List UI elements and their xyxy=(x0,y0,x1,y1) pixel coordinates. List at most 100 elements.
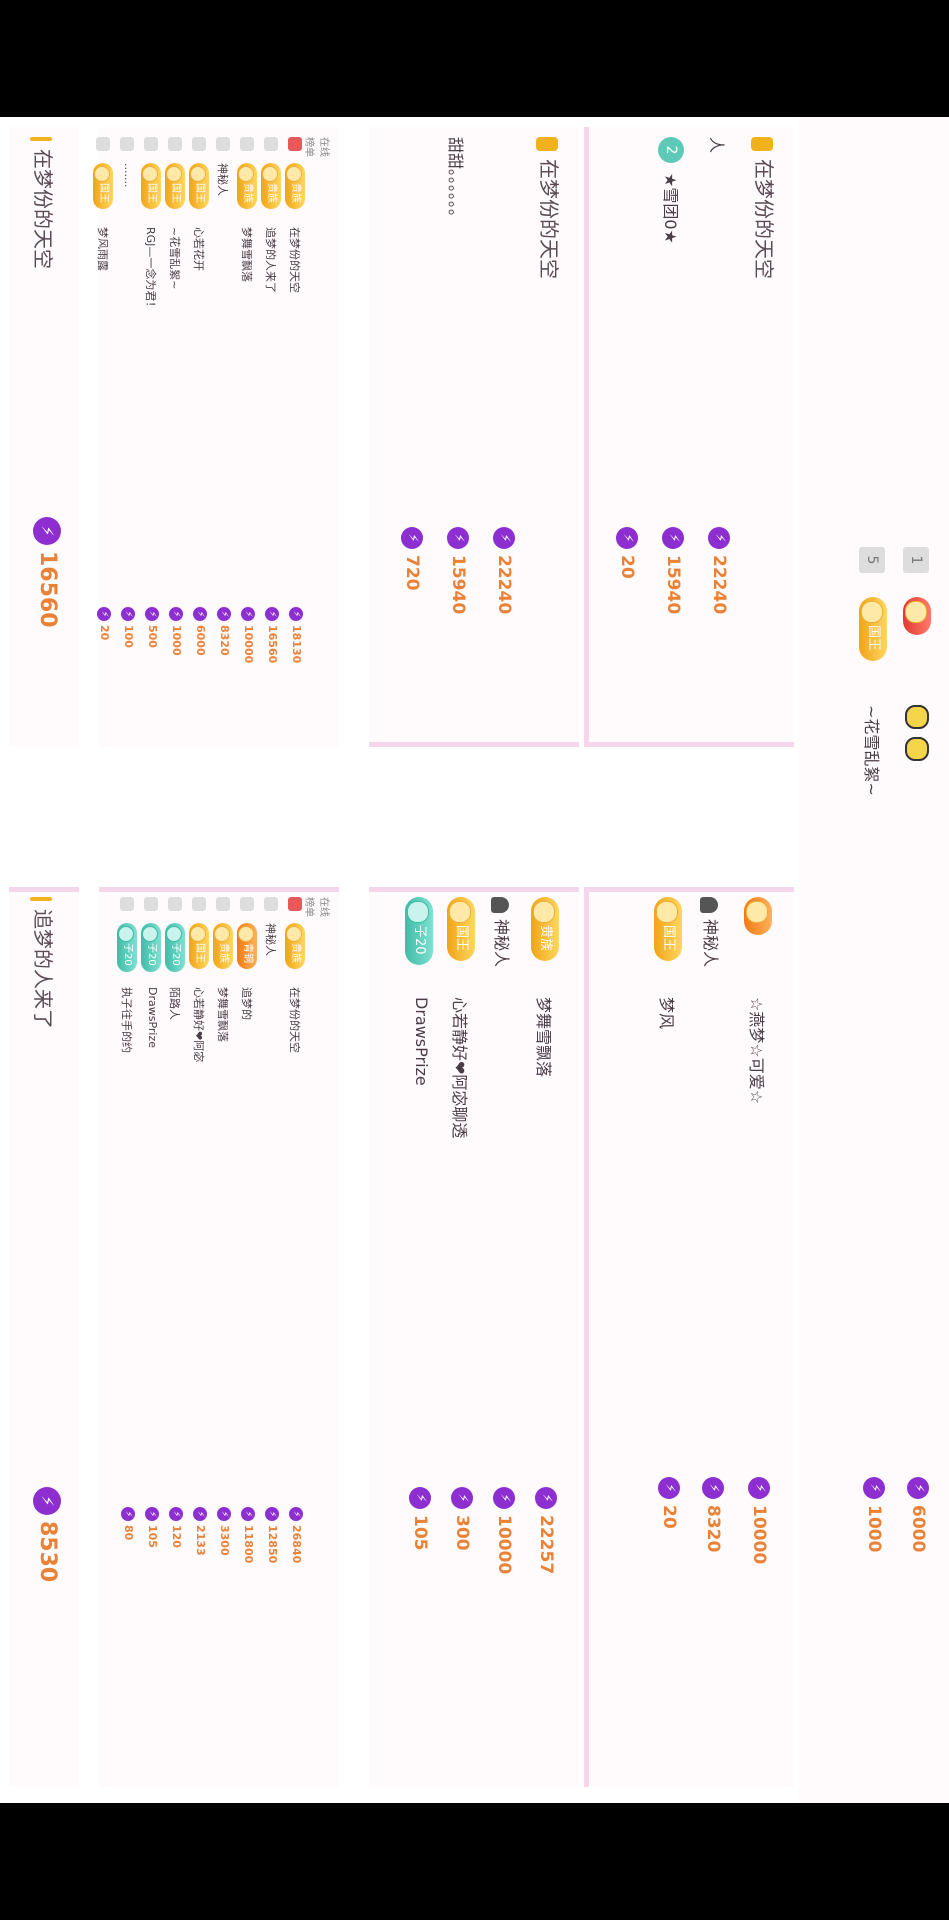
user-name: 梦风雨露 xyxy=(96,227,109,271)
rank-marker xyxy=(120,137,134,151)
value-text: 1000 xyxy=(170,625,183,656)
level-icon xyxy=(407,901,429,923)
rank-marker xyxy=(216,897,230,911)
list-item[interactable]: 人 ⚡ 22240 xyxy=(702,127,736,747)
list-item[interactable]: 2 ★雪团0★ ⚡ 15940 xyxy=(656,127,690,747)
user-name: ....... xyxy=(122,163,135,188)
user-name: 追梦的人来了 xyxy=(264,227,277,293)
list-item[interactable]: 贵族 梦舞雪飘落 ⚡ 3300 xyxy=(210,887,237,1787)
lightning-icon: ⚡ xyxy=(97,607,111,621)
lightning-icon: ⚡ xyxy=(493,527,515,549)
user-name: 甜甜。。。。。。 xyxy=(446,137,465,226)
list-item[interactable]: 甜甜。。。。。。 ⚡ 15940 xyxy=(441,127,475,747)
footer-left[interactable]: 在梦份的天空 ⚡ 16560 xyxy=(9,127,79,747)
list-item[interactable]: 贵族 在梦份的天空 ⚡ 18130 xyxy=(282,127,309,747)
user-name: 在梦份的天空 xyxy=(288,987,301,1053)
user-name: 在梦份的天空 xyxy=(288,227,301,293)
value-text: 2133 xyxy=(194,1525,207,1556)
user-name: 梦舞雪飘落 xyxy=(216,987,229,1042)
level-badge xyxy=(744,897,772,935)
badge-label: 国王 xyxy=(661,925,676,952)
badge-label: 子20 xyxy=(170,943,181,966)
user-name: 心若静好❤阿宓聊透 xyxy=(450,997,469,1139)
rank-marker xyxy=(288,137,302,151)
list-item[interactable]: 神秘人 ⚡ 12850 xyxy=(258,887,285,1787)
footer-total: ⚡ 8530 xyxy=(33,1487,61,1582)
list-item[interactable]: 国王 RGJ—一念为君！ ⚡ 500 xyxy=(138,127,165,747)
title-marker xyxy=(536,137,559,151)
list-item[interactable]: 贵族 追梦的人来了 ⚡ 16560 xyxy=(258,127,285,747)
crown-icon xyxy=(166,926,182,942)
top-row-1[interactable]: 1 ⚡ 6000 xyxy=(901,117,935,1803)
lightning-icon: ⚡ xyxy=(33,1487,61,1515)
user-name: DrawsPrize xyxy=(412,997,431,1086)
value-text: 15940 xyxy=(448,555,468,615)
list-item[interactable]: 国王 梦风雨露 ⚡ 20 xyxy=(90,127,117,747)
list-item[interactable]: 子20 DrawsPrize ⚡ 105 xyxy=(403,887,437,1787)
value: ⚡ 18130 xyxy=(289,607,303,663)
user-name: ~花雪乱絮~ xyxy=(862,705,881,796)
list-item[interactable]: 国王 梦风 ⚡ 20 xyxy=(652,887,686,1787)
list-item[interactable]: 子20 DrawsPrize ⚡ 105 xyxy=(138,887,165,1787)
crown-icon xyxy=(190,926,206,942)
lightning-icon: ⚡ xyxy=(451,1487,473,1509)
title-marker xyxy=(751,137,774,151)
list-item[interactable]: 子20 陌路人 ⚡ 120 xyxy=(162,887,189,1787)
crown-icon xyxy=(142,166,158,182)
person-icon xyxy=(700,897,719,913)
lightning-icon: ⚡ xyxy=(193,607,207,621)
list-item[interactable]: ☆燕梦☆可爱☆ ⚡ 10000 xyxy=(742,887,776,1787)
user-name-text: 神秘人 xyxy=(492,919,511,968)
lightning-icon: ⚡ xyxy=(658,1477,680,1499)
value: ⚡ 16560 xyxy=(265,607,279,663)
list-item[interactable]: 国王 ~花雪乱絮~ ⚡ 1000 xyxy=(162,127,189,747)
list-item[interactable]: 神秘人 ⚡ 8320 xyxy=(210,127,237,747)
list-item[interactable]: 贵族 梦舞雪飘落 ⚡ 10000 xyxy=(234,127,261,747)
lightning-icon: ⚡ xyxy=(193,1507,207,1521)
list-item[interactable]: ⚡ 20 xyxy=(610,127,644,747)
lightning-icon: ⚡ xyxy=(907,1477,929,1499)
top-row-2[interactable]: 5 国王 ~花雪乱絮~ ⚡ 1000 xyxy=(857,117,891,1803)
list-item[interactable]: ....... ⚡ 100 xyxy=(114,127,141,747)
title-text: 在梦份的天空 xyxy=(31,149,55,269)
value-text: 22240 xyxy=(494,555,514,615)
value-text: 6000 xyxy=(908,1505,928,1553)
list-item[interactable]: 贵族 在梦份的天空 ⚡ 26840 xyxy=(282,887,309,1787)
value: ⚡ 80 xyxy=(121,1507,135,1540)
crown-icon xyxy=(118,926,134,942)
lightning-icon: ⚡ xyxy=(169,1507,183,1521)
value-text: 18130 xyxy=(290,625,303,664)
user-name: ☆燕梦☆可爱☆ xyxy=(747,997,766,1105)
value-text: 12850 xyxy=(266,1525,279,1564)
footer-right[interactable]: 追梦的人来了 ⚡ 8530 xyxy=(9,887,79,1787)
lightning-icon: ⚡ xyxy=(217,1507,231,1521)
value-text: 6000 xyxy=(194,625,207,656)
value-text: 20 xyxy=(659,1505,679,1529)
value: ⚡ 20 xyxy=(97,607,111,640)
list-item[interactable]: ⚡ 720 xyxy=(395,127,429,747)
value: ⚡ 8320 xyxy=(217,607,231,656)
rank-marker xyxy=(192,137,206,151)
list-item[interactable]: 神秘人 ⚡ 10000 xyxy=(487,887,521,1787)
list-item[interactable]: 国王 心若静好❤阿宓聊透 ⚡ 300 xyxy=(445,887,479,1787)
value: ⚡ 22240 xyxy=(708,527,730,614)
list-item[interactable]: 神秘人 ⚡ 8320 xyxy=(696,887,730,1787)
badge-label: 贵族 xyxy=(242,183,253,203)
list-item[interactable]: 国王 心若花开 ⚡ 6000 xyxy=(186,127,213,747)
lightning-icon: ⚡ xyxy=(289,607,303,621)
value: ⚡ 100 xyxy=(121,607,135,648)
user-name: 追梦的 xyxy=(240,987,253,1020)
list-item[interactable]: 贵族 梦舞雪飘落 ⚡ 22257 xyxy=(529,887,563,1787)
value-text: 300 xyxy=(452,1515,472,1551)
rank-marker xyxy=(144,137,158,151)
list-item[interactable]: 子20 执子往手的约 ⚡ 80 xyxy=(114,887,141,1787)
list-item[interactable]: 青铜 追梦的 ⚡ 11800 xyxy=(234,887,261,1787)
list-item[interactable]: 国王 心若静好❤阿宓 ⚡ 2133 xyxy=(186,887,213,1787)
divider xyxy=(99,887,339,892)
list-item[interactable]: ⚡ 22240 xyxy=(487,127,521,747)
crown-icon xyxy=(656,901,678,923)
ranking-list-left: 在线 榜单 贵族 在梦份的天空 ⚡18130 贵族 追梦的人来了 ⚡16560 贵族 梦舞雪飘落… xyxy=(93,127,339,747)
rank-marker xyxy=(240,897,254,911)
rotated-content: 1 ⚡ 6000 5 国王 ~花雪乱絮~ ⚡ 1000 在梦份的天空 人 ⚡ 2224… xyxy=(0,117,949,1803)
value: ⚡ 15940 xyxy=(662,527,684,614)
